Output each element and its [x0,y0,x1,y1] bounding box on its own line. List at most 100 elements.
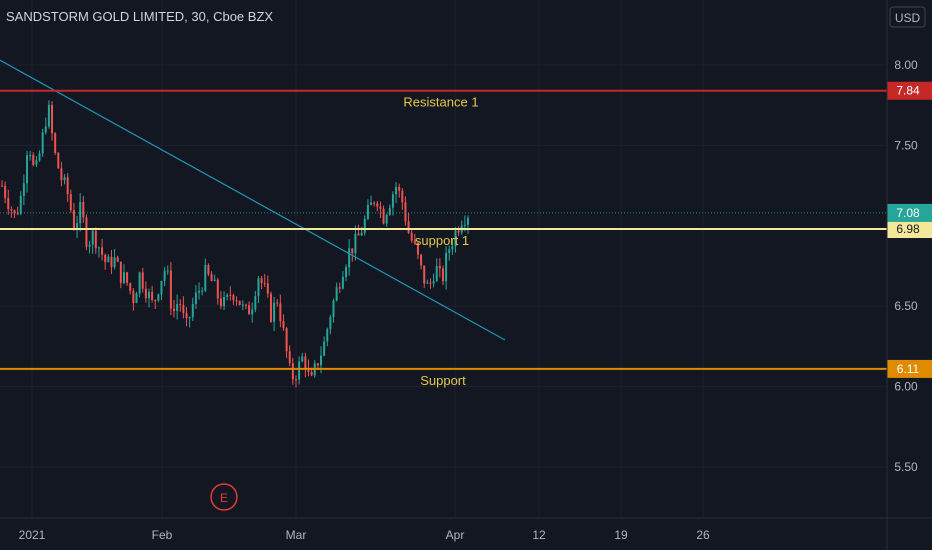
level-label: Resistance 1 [403,95,478,110]
candle-body [157,294,160,301]
candle-body [119,261,122,283]
candle-body [29,154,32,156]
candle-body [113,257,116,268]
candle-body [160,281,163,295]
candle-body [345,267,348,278]
candle-body [22,183,25,196]
candle-body [19,195,22,214]
price-tag-label: 6.11 [897,362,920,376]
symbol-title: SANDSTORM GOLD LIMITED, 30, Cboe BZX [6,9,273,24]
candle-body [366,205,369,219]
price-tag-label: 7.84 [896,84,920,98]
candle-body [373,202,376,204]
candlesticks [1,100,469,388]
candle-body [285,328,288,352]
candle-body [354,233,357,254]
candle-body [329,317,332,330]
candle-body [248,305,251,315]
candle-body [66,177,69,194]
price-tag [887,81,932,100]
candle-body [229,294,232,296]
candle-body [338,287,341,289]
candle-body [79,202,82,224]
candle-body [335,287,338,301]
candle-body [1,185,3,187]
candle-body [435,265,438,282]
candle-body [135,293,138,304]
level-label: support 1 [415,233,469,248]
candle-body [407,221,410,233]
candle-body [154,299,157,301]
candle-body [341,277,344,289]
candle-body [110,256,113,268]
candle-body [332,300,335,318]
candle-body [410,232,413,241]
candle-body [194,292,197,305]
candle-body [413,240,416,243]
x-tick-label: Feb [152,528,173,542]
candle-body [370,202,373,206]
candle-body [35,160,38,165]
candle-body [69,193,72,211]
candle-body [72,210,75,230]
last-price-tag-label: 7.08 [896,206,920,220]
last-price-tag [887,203,932,222]
candle-body [235,300,238,302]
candle-body [326,329,329,342]
candle-body [454,230,457,247]
candle-body [132,290,135,304]
candle-body [391,194,394,208]
candle-body [451,246,454,250]
candle-body [385,214,388,224]
candle-body [360,232,363,236]
drawn-lines: Resistance 1 support 1 Support [0,59,887,388]
candle-body [351,248,354,254]
x-tick-label: 2021 [19,528,46,542]
candle-body [298,361,301,380]
candle-body [219,298,222,307]
candle-body [395,187,398,195]
candle-body [10,209,13,211]
candle-body [263,283,266,285]
currency-button[interactable]: USD [889,6,926,28]
candle-body [182,304,185,314]
x-tick-label: 26 [696,528,710,542]
candle-body [201,290,204,292]
candle-body [423,265,426,284]
candle-body [188,317,191,319]
candle-body [291,363,294,380]
candle-body [416,242,419,255]
candle-body [13,210,16,214]
candle-body [279,303,282,322]
candle-body [232,295,235,301]
candle-body [429,282,432,284]
candle-body [41,132,44,154]
candle-body [51,104,54,134]
currency-label: USD [895,11,921,25]
candle-body [420,254,423,266]
candle-body [179,304,182,306]
x-tick-label: 12 [532,528,546,542]
y-tick-label: 5.50 [894,460,918,474]
candle-body [254,296,257,310]
candle-body [32,154,35,165]
candle-body [104,254,107,263]
candle-body [116,257,119,262]
candle-body [276,302,279,304]
y-tick-label: 6.00 [894,380,918,394]
candle-body [348,248,351,268]
candle-body [448,249,451,253]
candle-body [204,265,207,291]
candle-body [210,274,213,281]
candle-body [122,272,125,283]
candle-body [316,363,319,366]
candle-body [441,268,444,282]
earnings-marker-label: E [220,491,228,505]
candle-body [438,265,441,269]
candle-body [288,351,291,364]
candle-body [97,247,100,249]
candle-body [294,379,297,381]
candle-body [138,272,141,294]
